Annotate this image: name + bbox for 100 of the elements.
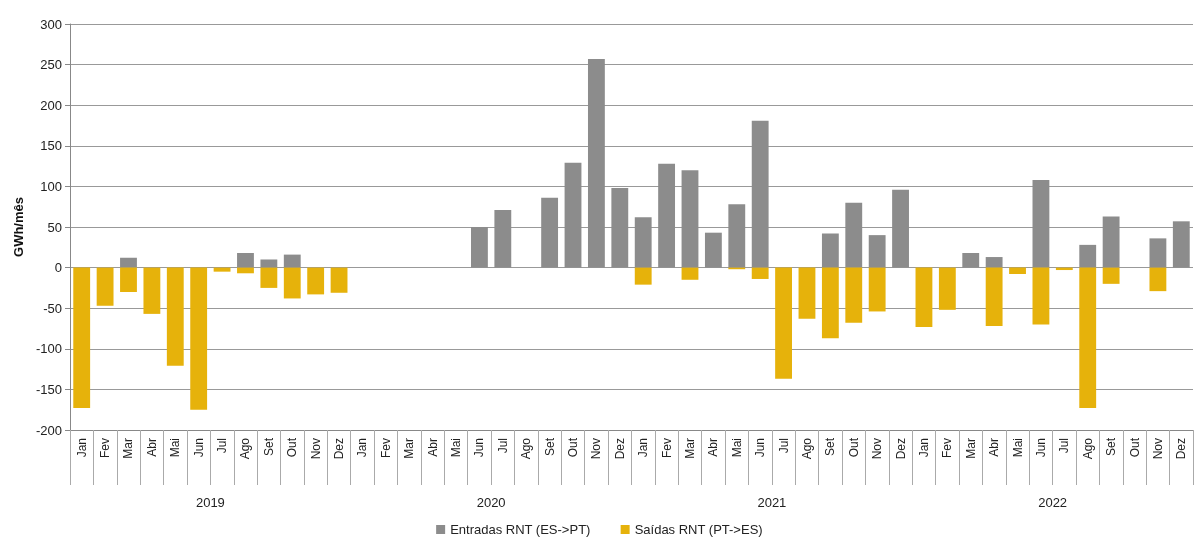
bar	[938, 267, 956, 310]
x-tick-label: Mar	[682, 438, 697, 459]
bar	[73, 267, 91, 409]
x-tick-label: Out	[846, 437, 861, 458]
bar	[143, 267, 161, 314]
legend-label: Entradas RNT (ES->PT)	[450, 522, 591, 537]
text: 2019	[195, 495, 225, 510]
text: 2020	[476, 495, 506, 510]
x-tick-label: Dez	[332, 438, 347, 460]
y-tick-label: 150	[40, 138, 62, 154]
x-tick-label: Jun	[1033, 438, 1048, 458]
x-tick-label: Jul	[495, 438, 510, 454]
bar	[1079, 244, 1097, 268]
bar	[564, 162, 582, 268]
bar	[237, 252, 254, 268]
bar	[845, 267, 863, 323]
bar	[634, 267, 652, 285]
bar	[751, 267, 769, 279]
x-tick-label: Fev	[659, 438, 674, 459]
y-tick-label: 200	[40, 97, 62, 113]
bar	[1102, 267, 1120, 284]
bar	[1102, 216, 1120, 268]
bar	[845, 202, 863, 268]
x-tick-label: Out	[566, 437, 581, 458]
bar	[190, 267, 208, 410]
bar	[260, 259, 278, 268]
y-tick-label: 100	[40, 178, 62, 194]
x-tick-label: Out	[285, 437, 300, 458]
x-tick-label: Abr	[144, 438, 159, 457]
x-tick-label: Mai	[168, 438, 183, 458]
bar	[915, 267, 933, 327]
x-tick-label: Jan	[74, 438, 89, 458]
bar	[821, 267, 839, 339]
bar	[283, 267, 301, 299]
bar	[658, 163, 676, 268]
x-tick-label: Nov	[1150, 438, 1165, 460]
bar	[985, 267, 1003, 327]
x-tick-label: Nov	[308, 438, 323, 460]
bar	[728, 204, 746, 268]
x-tick-label: Set	[1104, 437, 1119, 457]
bar	[494, 209, 512, 268]
y-tick-label: 50	[47, 219, 62, 235]
bar	[868, 267, 886, 312]
x-tick-label: Dez	[1174, 438, 1189, 460]
x-tick-label: Set	[542, 437, 557, 457]
y-tick-label: -100	[35, 341, 62, 357]
bar	[283, 254, 301, 268]
bar	[1149, 238, 1167, 268]
bar	[634, 217, 652, 268]
x-tick-label: Dez	[893, 438, 908, 460]
bar	[611, 188, 629, 268]
x-tick-label: Nov	[589, 438, 604, 460]
bar	[1032, 179, 1050, 268]
legend-label: Saídas RNT (PT->ES)	[634, 522, 763, 537]
bar	[166, 267, 184, 366]
x-tick-label: Nov	[870, 438, 885, 460]
bar	[681, 170, 699, 268]
x-tick-label: Abr	[706, 438, 721, 457]
bar	[985, 257, 1003, 268]
bar	[541, 197, 559, 268]
y-tick-label: 250	[40, 57, 62, 73]
bar	[1149, 267, 1167, 292]
y-axis-title: GWh/mês	[11, 197, 27, 257]
x-tick-label: Mar	[121, 438, 136, 459]
x-tick-label: Jun	[753, 438, 768, 458]
bar	[751, 120, 769, 268]
bar	[1032, 267, 1050, 325]
bar	[868, 235, 886, 268]
x-tick-label: Jun	[472, 438, 487, 458]
x-tick-label: Jan	[636, 438, 651, 458]
bar	[892, 189, 909, 268]
bar	[962, 252, 980, 268]
x-tick-label: Mai	[729, 438, 744, 458]
text: 2022	[1038, 495, 1068, 510]
x-tick-label: Mai	[1010, 438, 1025, 458]
bar	[96, 267, 114, 306]
x-tick-label: Jan	[916, 438, 931, 458]
bar	[587, 58, 605, 268]
bar	[213, 267, 231, 272]
y-tick-label: 300	[40, 16, 62, 32]
x-tick-label: Ago	[1080, 437, 1095, 460]
x-tick-label: Jun	[191, 438, 206, 458]
bar	[330, 267, 348, 293]
x-tick-label: Ago	[519, 437, 534, 460]
x-tick-label: Ago	[238, 437, 253, 460]
y-tick-label: -150	[35, 381, 62, 397]
x-tick-label: Jul	[1057, 438, 1072, 454]
x-tick-label: Abr	[987, 438, 1002, 457]
x-tick-label: Jul	[776, 438, 791, 454]
bar	[1172, 221, 1190, 268]
bar	[798, 267, 816, 319]
bar	[471, 227, 488, 268]
bar	[120, 257, 137, 268]
x-tick-label: Fev	[940, 438, 955, 459]
x-tick-label: Fev	[378, 438, 393, 459]
y-tick-label: -200	[35, 422, 62, 438]
x-tick-label: Dez	[612, 438, 627, 460]
bar	[775, 267, 792, 379]
bar	[681, 267, 699, 280]
x-tick-label: Out	[1127, 437, 1142, 458]
